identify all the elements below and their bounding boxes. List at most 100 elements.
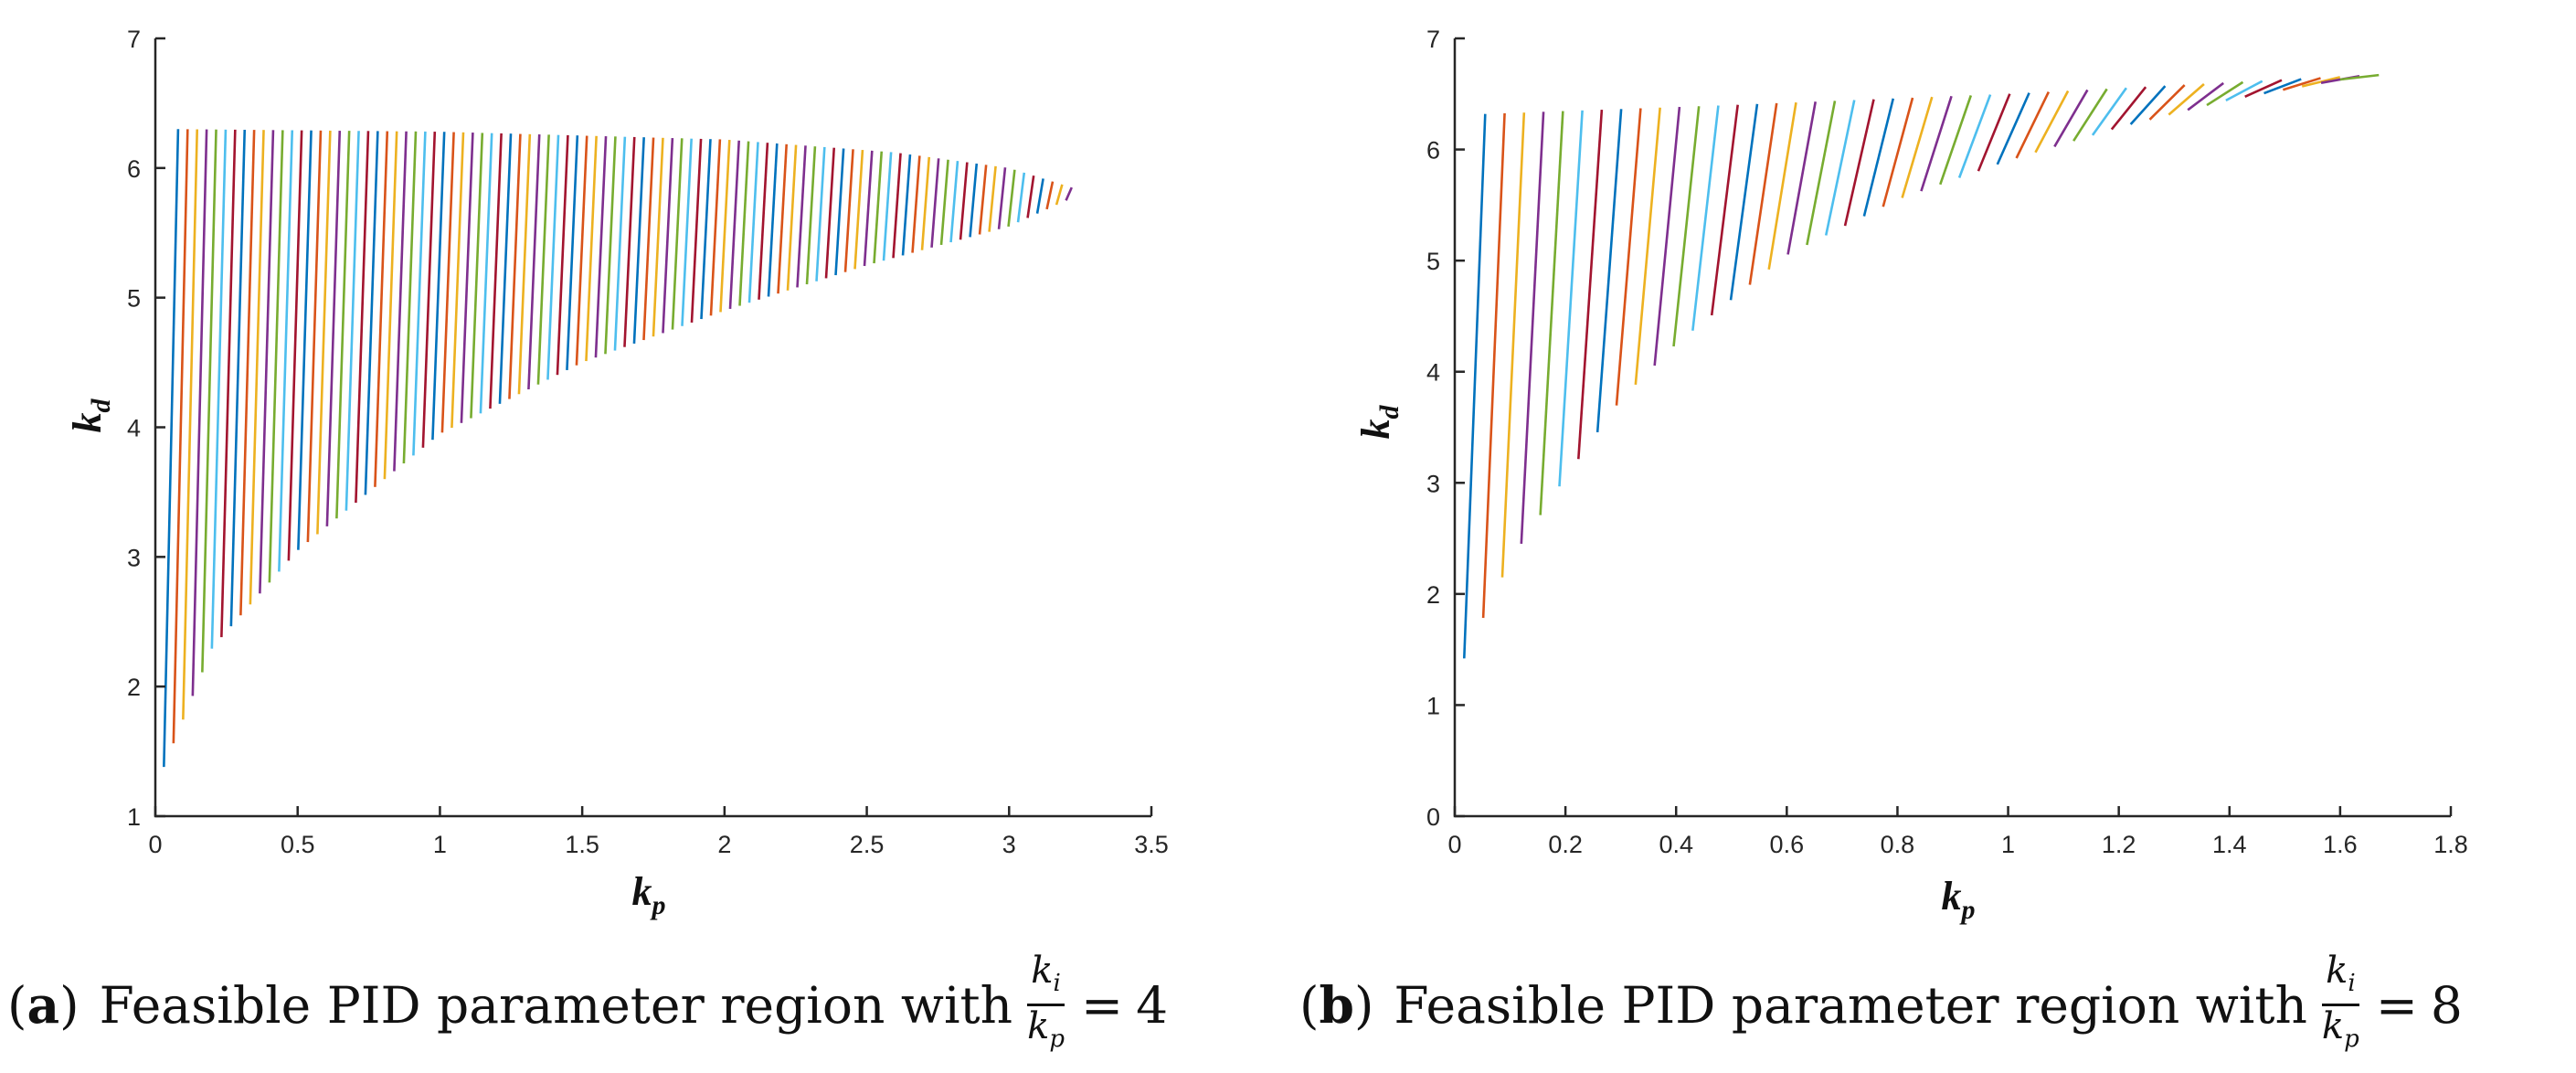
series-line-a [978,165,988,235]
series-line-a [690,138,703,323]
y-tick-label-b: 7 [1426,26,1440,53]
series-line-a [1016,172,1026,223]
series-line-b [1634,107,1661,385]
series-line-b [2206,80,2244,107]
series-line-a [796,145,807,288]
ratio-fraction-b: ki kp [2321,950,2359,1053]
series-line-a [374,131,389,487]
series-line-a [959,162,969,240]
series-line-a [508,133,522,399]
series-line-a [585,135,598,362]
series-line-b [1558,110,1584,487]
x-tick-label-a: 3 [1002,831,1016,858]
series-line-a [220,129,237,638]
series-line-b [2053,89,2089,148]
series-line-a [1026,175,1035,218]
series-line-a [1045,181,1055,210]
series-line-a [920,156,931,250]
series-line-b [1710,104,1739,316]
series-line-b [1996,92,2030,165]
series-line-a [662,138,674,334]
x-tick-label-b: 0.4 [1659,831,1693,858]
series-line-b [2244,79,2283,98]
y-tick-label-b: 6 [1426,137,1440,165]
series-line-b [1520,112,1545,544]
series-line-b [1920,95,1953,192]
y-tick-label-a: 5 [127,285,141,313]
series-line-b [2110,86,2147,131]
ratio-fraction-a: ki kp [1027,950,1065,1053]
series-line-a [259,130,275,594]
x-tick-label-b: 0 [1447,831,1461,858]
series-line-b [2282,77,2321,91]
y-tick-label-a: 1 [127,803,141,831]
series-line-a [594,136,608,358]
y-tick-label-b: 1 [1426,692,1440,719]
series-line-a [834,148,845,276]
x-axis-title-b: kp [1942,874,1976,925]
series-line-b [1806,101,1837,246]
x-tick-label-a: 1 [433,831,447,858]
series-line-a [786,144,798,291]
series-line-a [1035,178,1044,214]
y-tick-label-b: 2 [1426,581,1440,609]
series-line-a [997,167,1007,229]
series-line-a [873,151,884,264]
series-line-b [1977,93,2011,172]
x-tick-label-b: 0.6 [1770,831,1805,858]
x-tick-label-b: 0.2 [1548,831,1583,858]
series-line-b [1901,96,1934,198]
series-line-b [1748,102,1778,285]
series-line-b [2072,88,2108,142]
series-line-a [709,139,722,316]
series-line-b [1843,99,1875,227]
series-line-b [1481,112,1506,619]
series-line-a [556,134,569,376]
series-line-b [1691,105,1720,331]
ratio-value-b: 8 [2430,975,2463,1035]
series-line-a [451,132,465,429]
series-line-a [671,138,684,330]
series-line-a [402,131,418,464]
series-line-a [575,135,588,366]
x-tick-label-b: 1.2 [2102,831,2136,858]
series-line-b [1767,101,1797,271]
series-line-a [210,129,228,649]
series-line-a [642,137,655,341]
x-tick-label-a: 0 [148,831,162,858]
series-line-b [1862,98,1895,217]
x-tick-label-a: 0.5 [281,831,315,858]
series-line-a [863,150,874,267]
series-line-b [1615,108,1642,406]
series-line-a [700,139,712,320]
x-tick-label-a: 1.5 [565,831,599,858]
x-tick-label-a: 3.5 [1134,831,1169,858]
series-line-a [393,131,408,472]
series-line-a [517,133,532,395]
series-line-a [527,134,541,390]
x-axis-title-a: kp [632,869,666,920]
series-line-b [2301,76,2341,88]
series-line-b [1577,109,1604,460]
chart-a: 0 0.5 1 1.5 2 2.5 3 3.5 1 2 3 4 5 6 7 kp kd [65,26,1169,920]
series-line-b [1786,101,1818,255]
series-line-b [2339,73,2380,81]
series-line-a [249,130,265,605]
series-line-b [2148,84,2186,121]
y-tick-label-b: 4 [1426,359,1440,387]
series-line-a [652,137,664,337]
caption-letter-b: b [1319,975,1354,1035]
series-line-a [824,147,836,279]
series-line-a [777,143,789,294]
series-line-a [489,133,503,409]
series-line-a [853,150,864,270]
series-line-a [613,136,627,351]
series-line-b [2091,87,2127,136]
series-line-b [1824,100,1856,236]
series-line-a [536,134,550,385]
x-tick-label-b: 1.6 [2323,831,2358,858]
series-line-a [325,130,342,526]
series-line-a [172,129,189,744]
series-line-a [949,161,959,243]
series-line-b [2263,78,2302,95]
